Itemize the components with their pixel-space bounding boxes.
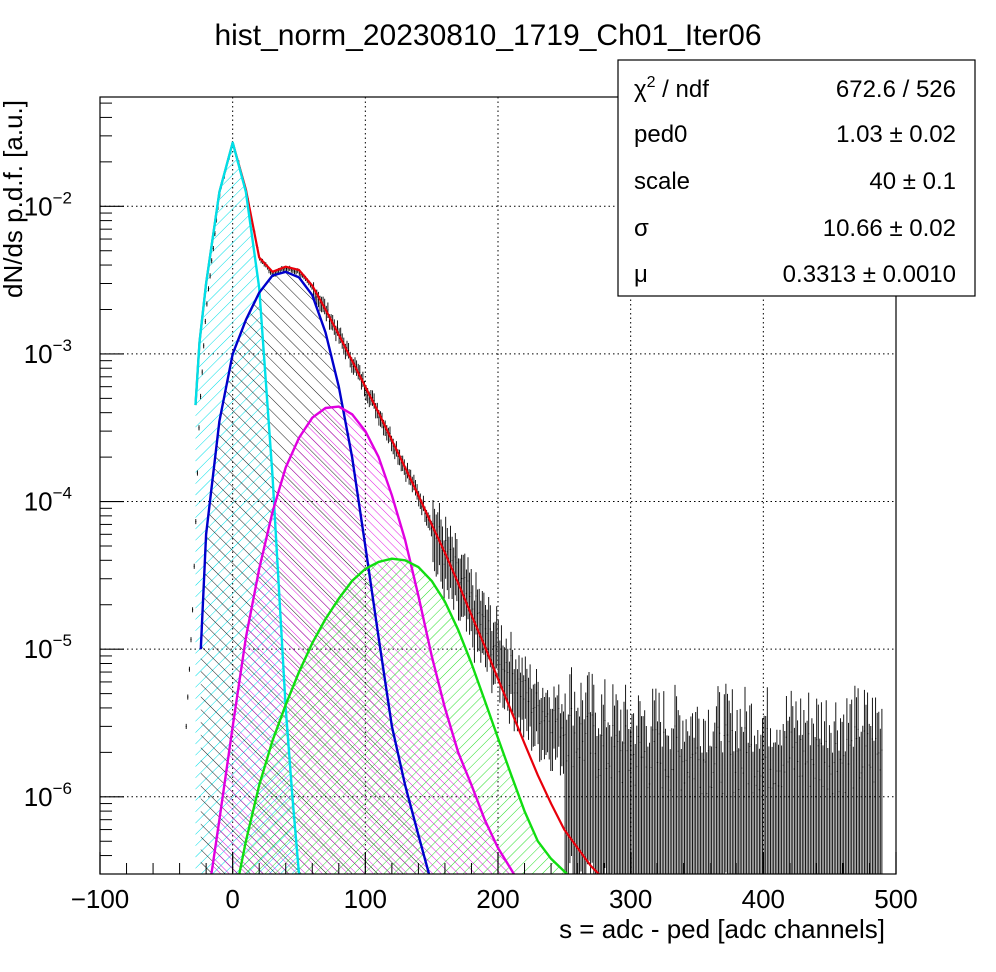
stats-key: μ: [634, 261, 648, 288]
component-3-line: [238, 557, 568, 874]
y-tick-base: 10: [24, 782, 53, 812]
y-tick-exponent: −4: [53, 484, 72, 503]
stats-key-sup: 2: [647, 74, 656, 91]
y-tick-base: 10: [24, 487, 53, 517]
stats-box-frame: [617, 59, 976, 297]
stats-value: 0.3313 ± 0.0010: [783, 261, 956, 288]
stats-value: 1.03 ± 0.02: [836, 121, 956, 148]
y-tick-label: 10−6: [24, 779, 72, 812]
y-tick-base: 10: [24, 634, 53, 664]
x-tick-label: 200: [476, 884, 519, 914]
stats-key: scale: [634, 168, 690, 195]
x-axis-label: s = adc - ped [adc channels]: [559, 914, 885, 944]
fit-curves: [194, 141, 600, 874]
fit-stats-box: χ2 / ndf 672.6 / 526 ped0 1.03 ± 0.02 scale 4…: [617, 59, 976, 297]
y-tick-base: 10: [24, 191, 53, 221]
x-tick-label: 500: [874, 884, 917, 914]
stats-key-main: μ: [634, 261, 648, 288]
x-tick-label: 0: [225, 884, 239, 914]
y-tick-exponent: −6: [53, 779, 72, 798]
total-fit-line: [194, 141, 600, 874]
x-tick-label: 300: [609, 884, 652, 914]
component-1-line: [199, 270, 431, 874]
x-tick-label: −100: [71, 884, 130, 914]
component-fills: [195, 142, 568, 874]
y-tick-label: 10−4: [24, 484, 72, 517]
stats-key: σ: [634, 215, 649, 242]
component-0-line: [194, 141, 301, 874]
y-tick-exponent: −3: [53, 336, 72, 355]
stats-key: χ2 / ndf: [634, 74, 709, 103]
x-tick-labels: −100 0 100 200 300 400 500: [71, 884, 918, 914]
stats-key-rest: / ndf: [656, 76, 710, 103]
y-tick-labels: 10−610−510−410−310−2: [24, 188, 72, 812]
y-tick-label: 10−5: [24, 631, 72, 664]
stats-key-main: scale: [634, 168, 690, 195]
y-axis-label: dN/ds p.d.f. [a.u.]: [0, 100, 28, 298]
stats-key-main: σ: [634, 215, 649, 242]
y-tick-exponent: −2: [53, 188, 72, 207]
stats-key-main: χ: [634, 76, 647, 103]
component-2-line: [210, 405, 515, 874]
stats-key: ped0: [634, 121, 687, 148]
y-tick-exponent: −5: [53, 631, 72, 650]
chart-title: hist_norm_20230810_1719_Ch01_Iter06: [214, 19, 761, 52]
stats-key-main: ped0: [634, 121, 687, 148]
x-tick-label: 400: [742, 884, 785, 914]
stats-value: 10.66 ± 0.02: [823, 215, 956, 242]
x-tick-label: 100: [344, 884, 387, 914]
y-tick-label: 10−3: [24, 336, 72, 369]
y-tick-base: 10: [24, 339, 53, 369]
stats-value: 40 ± 0.1: [869, 168, 956, 195]
component-3-fill: [239, 558, 568, 874]
y-tick-label: 10−2: [24, 188, 72, 221]
stats-value: 672.6 / 526: [836, 76, 956, 103]
axis-ticks: [99, 102, 897, 875]
